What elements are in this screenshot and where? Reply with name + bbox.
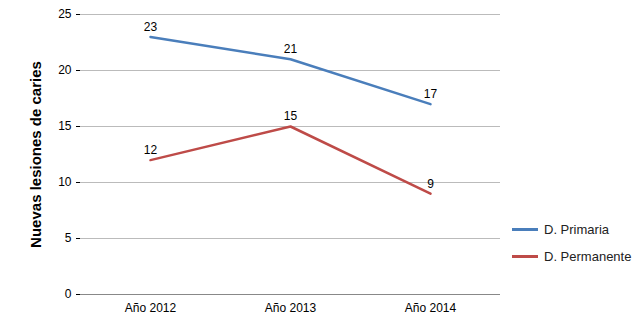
svg-text:9: 9 — [427, 177, 434, 191]
svg-text:Año 2013: Año 2013 — [265, 301, 317, 315]
svg-text:12: 12 — [144, 143, 158, 157]
svg-text:Año 2012: Año 2012 — [125, 301, 177, 315]
svg-text:10: 10 — [58, 175, 72, 189]
svg-text:5: 5 — [65, 231, 72, 245]
svg-text:21: 21 — [284, 42, 298, 56]
svg-text:15: 15 — [58, 119, 72, 133]
html-text:D. Primaria: D. Primaria — [544, 222, 609, 237]
svg-text:23: 23 — [144, 20, 158, 34]
svg-text:17: 17 — [424, 87, 438, 101]
svg-text:25: 25 — [58, 7, 72, 21]
svg-text:0: 0 — [65, 287, 72, 301]
svg-text:Año 2014: Año 2014 — [405, 301, 457, 315]
html-text:D. Permanente: D. Permanente — [544, 249, 632, 264]
svg-text:20: 20 — [58, 63, 72, 77]
svg-text:15: 15 — [284, 109, 298, 123]
svg-text:Nuevas lesiones de caries: Nuevas lesiones de caries — [27, 61, 44, 248]
